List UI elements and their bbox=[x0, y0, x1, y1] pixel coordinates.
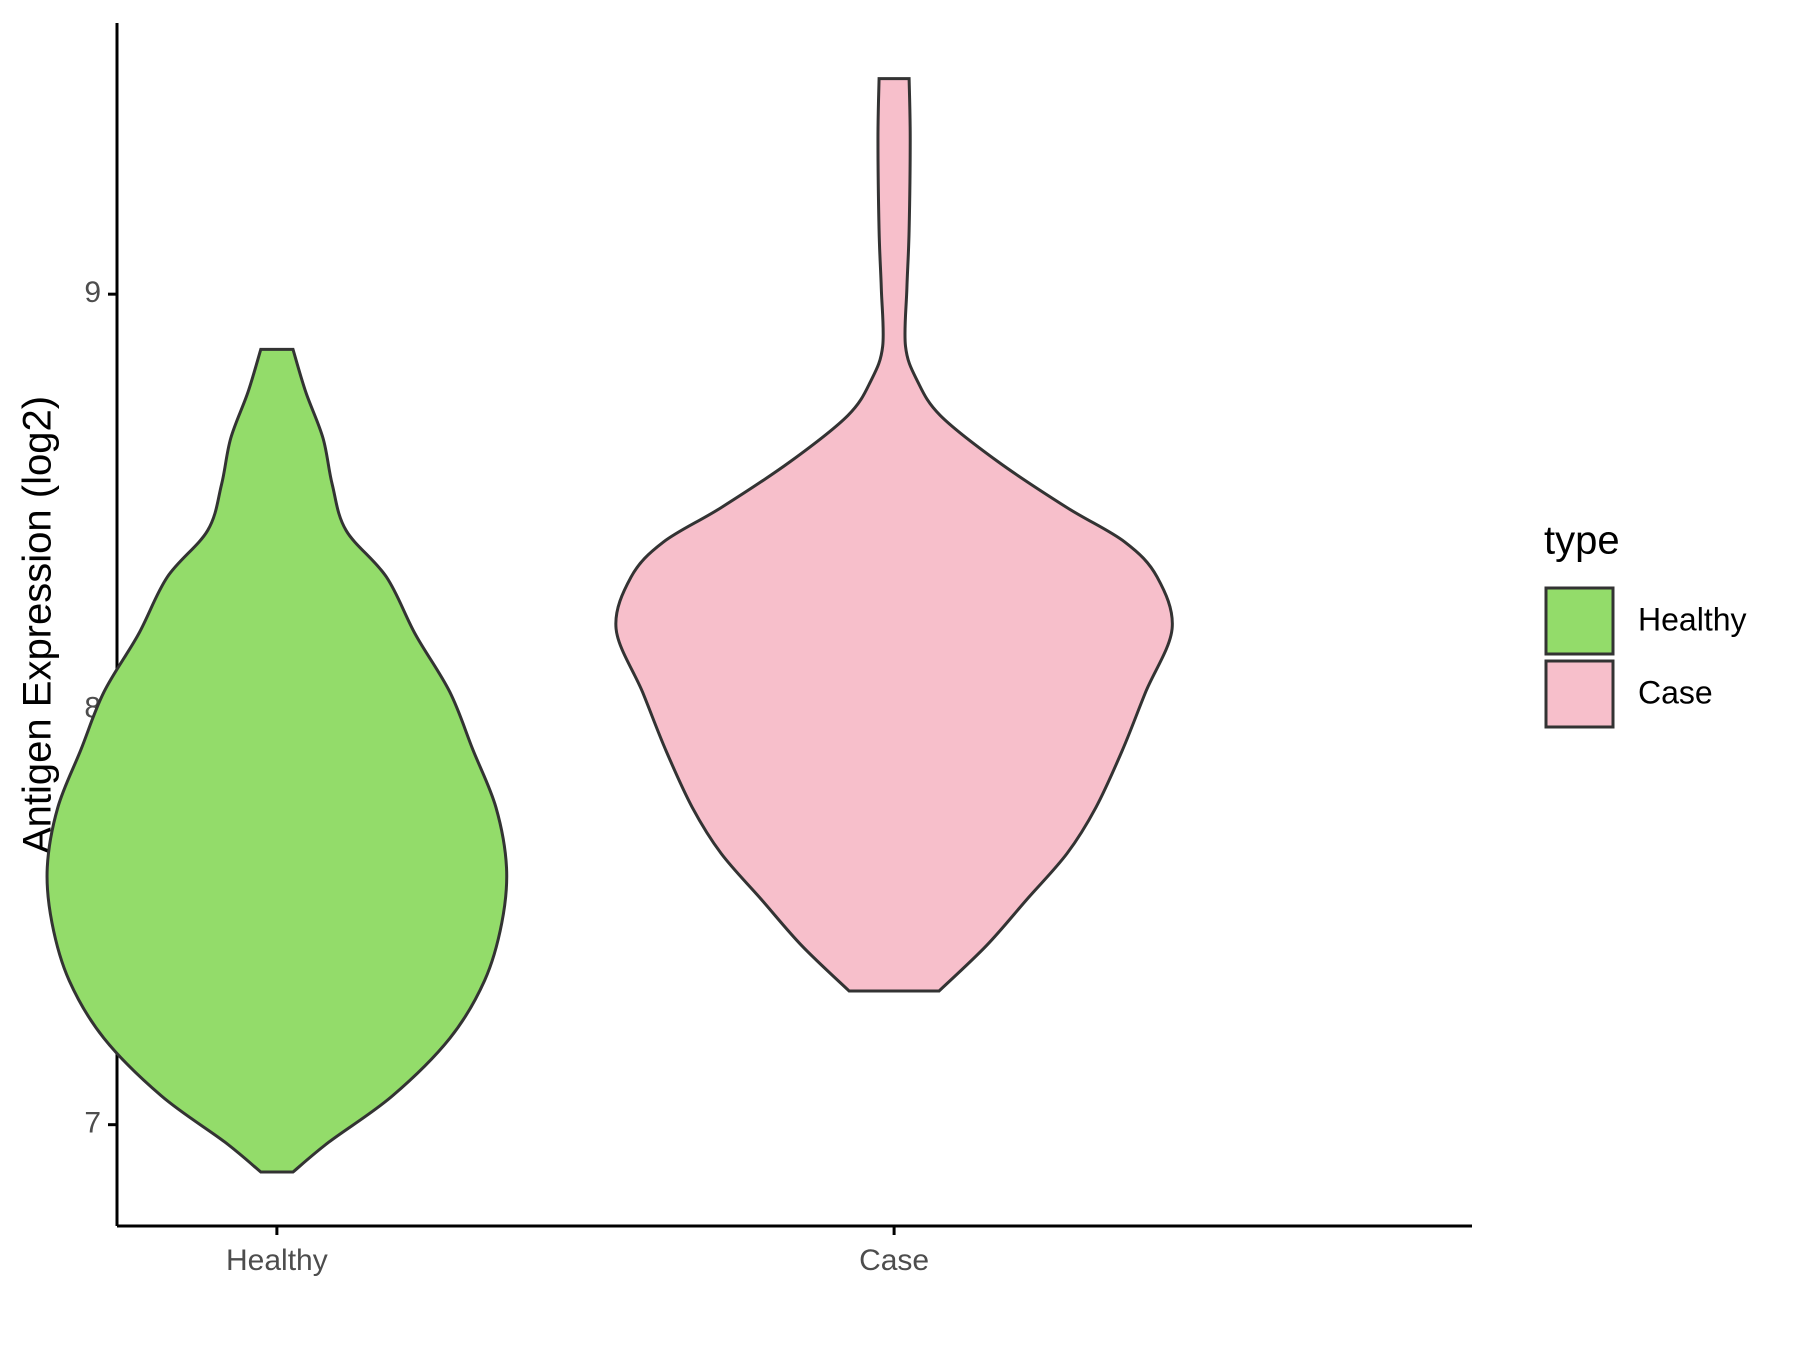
violin bbox=[45, 347, 509, 1174]
legend-label: Healthy bbox=[1638, 601, 1747, 637]
legend-title: type bbox=[1544, 519, 1620, 563]
legend-key bbox=[1544, 659, 1615, 729]
violin bbox=[614, 77, 1174, 993]
x-tick-label: Case bbox=[859, 1244, 929, 1277]
legend-key bbox=[1544, 586, 1615, 656]
legend-label: Case bbox=[1638, 674, 1713, 710]
y-axis-title: Antigen Expression (log2) bbox=[16, 396, 60, 854]
x-tick-label: Healthy bbox=[226, 1244, 328, 1277]
y-tick-label: 7 bbox=[84, 1107, 101, 1140]
y-tick-label: 9 bbox=[84, 276, 101, 309]
